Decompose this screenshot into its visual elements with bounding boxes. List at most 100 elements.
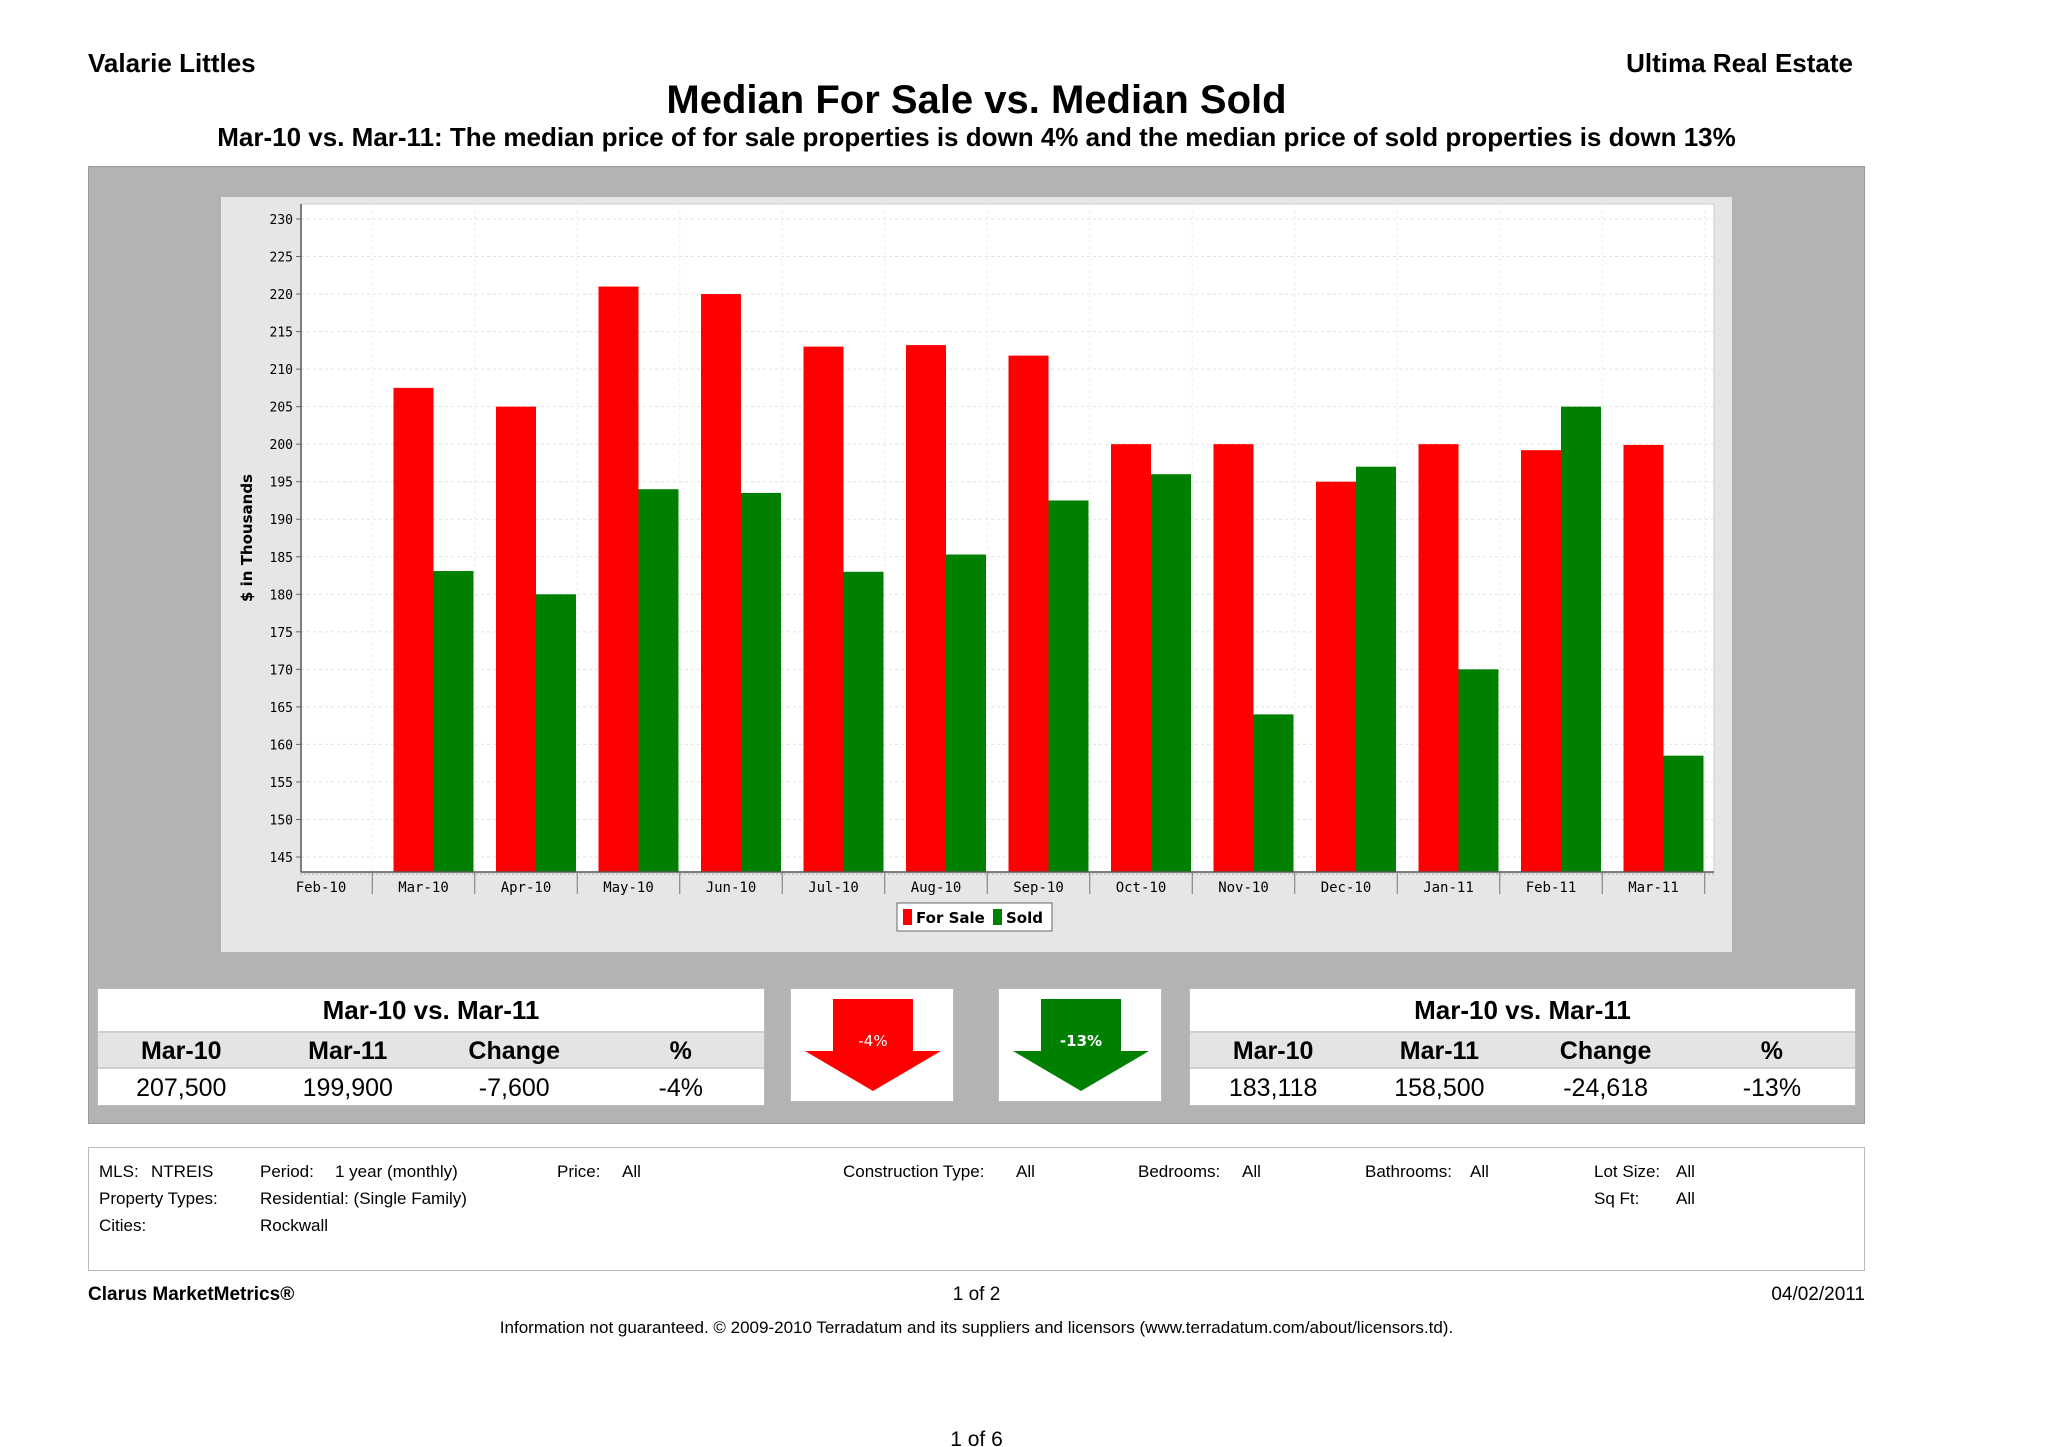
for-sale-value-end: 199,900 (302, 1074, 393, 1102)
mls-value: NTREIS (151, 1162, 214, 1181)
sold-header-start: Mar-10 (1232, 1037, 1314, 1065)
bar-for-sale-mar-10 (393, 387, 434, 872)
y-tick-label: 160 (270, 738, 293, 753)
median-price-chart: 145 150 155 160 165 170 175 180 185 190 195 200 205 2… (238, 203, 1715, 932)
y-tick-label: 190 (270, 513, 293, 528)
for-sale-header-start: Mar-10 (140, 1037, 222, 1065)
y-tick-label: 195 (270, 476, 293, 491)
for-sale-header-percent: % (669, 1037, 692, 1065)
footer-disclaimer: Information not guaranteed. © 2009-2010 … (499, 1318, 1454, 1337)
y-tick-label: 170 (270, 663, 293, 678)
lot-size-label: Lot Size: (1594, 1162, 1661, 1181)
x-tick-label: Jul-10 (808, 880, 859, 896)
down-arrow-icon: -13% (1013, 999, 1149, 1091)
period-label: Period: (260, 1162, 314, 1181)
legend: For Sale Sold (896, 902, 1053, 932)
y-axis-label: $ in Thousands (238, 474, 256, 602)
sold-stats-header-row: Mar-10 Mar-11 Change % (1190, 1031, 1855, 1069)
y-tick-label: 220 (270, 288, 293, 303)
sold-value-start: 183,118 (1228, 1074, 1318, 1102)
bar-for-sale-nov-10 (1213, 444, 1254, 872)
for-sale-stats-header-row: Mar-10 Mar-11 Change % (98, 1031, 764, 1069)
sold-stats-title: Mar-10 vs. Mar-11 (1414, 995, 1631, 1025)
period-value: 1 year (monthly) (335, 1162, 458, 1181)
x-tick-label: Aug-10 (911, 880, 962, 896)
footer-date: 04/02/2011 (1771, 1284, 1865, 1305)
x-tick-label: Jun-10 (706, 880, 757, 896)
bar-for-sale-jul-10 (803, 346, 844, 872)
bar-for-sale-dec-10 (1316, 481, 1356, 872)
bar-for-sale-jun-10 (701, 294, 741, 873)
for-sale-arrow-label: -4% (858, 1032, 887, 1050)
y-tick-label: 230 (270, 213, 293, 228)
bar-sold-may-10 (638, 489, 679, 872)
sq-ft-value: All (1676, 1189, 1695, 1208)
x-tick-label: Oct-10 (1116, 880, 1167, 896)
sold-header-change: Change (1559, 1037, 1652, 1065)
for-sale-stats-table: Mar-10 vs. Mar-11 Mar-10 Mar-11 Change %… (97, 988, 765, 1106)
sq-ft-label: Sq Ft: (1594, 1189, 1640, 1208)
bar-for-sale-sep-10 (1008, 355, 1049, 872)
bar-sold-jun-10 (741, 492, 781, 872)
sold-value-end: 158,500 (1394, 1074, 1485, 1102)
for-sale-arrow-box: -4% (790, 988, 954, 1102)
sold-value-percent: -13% (1742, 1074, 1802, 1102)
y-tick-label: 180 (270, 588, 293, 603)
lot-size-value: All (1676, 1162, 1695, 1181)
legend-label-sold: Sold (1006, 909, 1043, 927)
footer-brand: Clarus MarketMetrics® (88, 1284, 295, 1305)
bar-for-sale-apr-10 (496, 406, 536, 872)
y-tick-label: 175 (270, 626, 293, 641)
bar-sold-mar-11 (1663, 755, 1704, 872)
y-tick-label: 165 (270, 701, 293, 716)
y-tick-label: 225 (270, 251, 293, 266)
sold-stats-table: Mar-10 vs. Mar-11 Mar-10 Mar-11 Change %… (1189, 988, 1856, 1106)
bar-sold-feb-11 (1561, 406, 1601, 872)
y-tick-label: 205 (270, 401, 293, 416)
bar-sold-mar-10 (433, 571, 474, 872)
y-tick-label: 155 (270, 776, 293, 791)
legend-label-for-sale: For Sale (916, 909, 985, 927)
y-tick-label: 210 (270, 363, 293, 378)
construction-type-value: All (1016, 1162, 1035, 1181)
bar-for-sale-aug-10 (906, 345, 946, 873)
price-value: All (622, 1162, 641, 1181)
bar-sold-jul-10 (843, 571, 884, 872)
page-subtitle: Mar-10 vs. Mar-11: The median price of f… (217, 122, 1736, 152)
property-types-value: Residential: (Single Family) (260, 1189, 467, 1208)
x-tick-label: Sep-10 (1013, 880, 1064, 896)
bathrooms-label: Bathrooms: (1365, 1162, 1452, 1181)
x-tick-label: May-10 (603, 880, 654, 896)
x-tick-label: Dec-10 (1321, 880, 1372, 896)
x-tick-label: Jan-11 (1423, 880, 1474, 896)
legend-box (896, 902, 1053, 932)
for-sale-stats-value-row: 207,500 199,900 -7,600 -4% (98, 1069, 764, 1107)
bar-for-sale-feb-11 (1521, 450, 1561, 872)
sold-arrow-box: -13% (998, 988, 1162, 1102)
bar-for-sale-may-10 (598, 286, 639, 873)
bar-sold-nov-10 (1253, 714, 1294, 872)
x-tick-label: Apr-10 (501, 880, 552, 896)
x-tick-label: Mar-11 (1628, 880, 1679, 896)
bars (393, 286, 1704, 873)
sold-header-end: Mar-11 (1399, 1037, 1479, 1065)
legend-swatch-sold (993, 909, 1002, 925)
sold-arrow-label: -13% (1060, 1032, 1102, 1050)
bar-sold-sep-10 (1048, 500, 1089, 872)
y-tick-label: 145 (270, 851, 293, 866)
for-sale-value-percent: -4% (658, 1074, 703, 1102)
x-tick-label: Mar-10 (398, 880, 449, 896)
company-name: Ultima Real Estate (1626, 48, 1853, 78)
legend-swatch-for-sale (903, 909, 912, 925)
bar-for-sale-oct-10 (1111, 444, 1151, 872)
y-tick-label: 185 (270, 551, 293, 566)
sold-header-percent: % (1760, 1037, 1783, 1065)
for-sale-value-start: 207,500 (136, 1074, 227, 1102)
bar-sold-dec-10 (1356, 466, 1396, 872)
for-sale-header-change: Change (468, 1037, 561, 1065)
x-tick-label: Feb-10 (296, 880, 347, 896)
cities-value: Rockwall (260, 1216, 329, 1235)
agent-name: Valarie Littles (88, 48, 256, 78)
bar-for-sale-jan-11 (1418, 444, 1459, 872)
footer-page-number: 1 of 2 (952, 1284, 1001, 1305)
